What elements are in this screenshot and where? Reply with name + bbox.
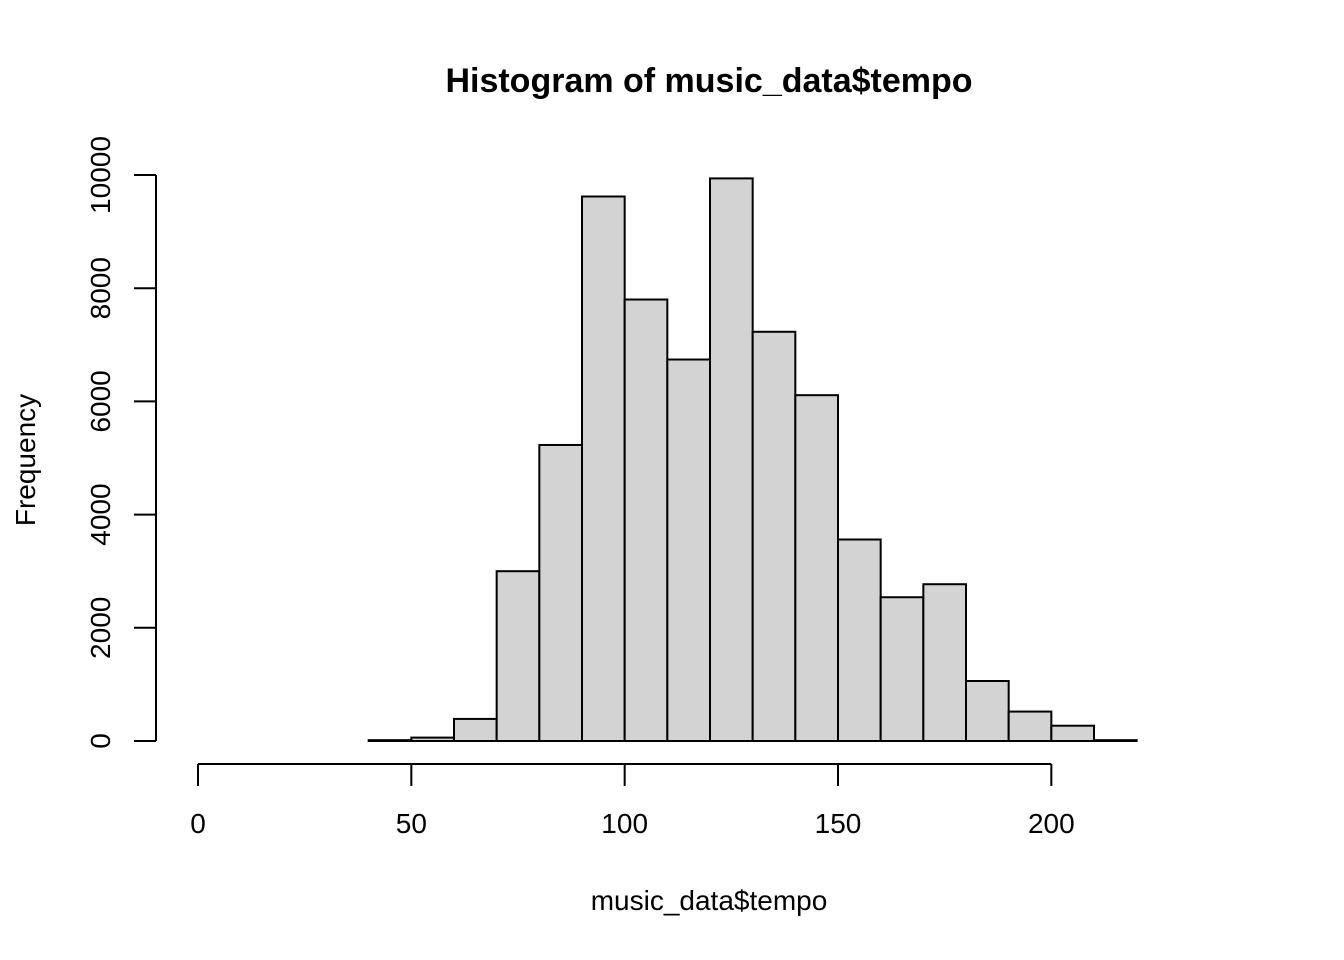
y-tick-label: 2000 bbox=[85, 597, 116, 659]
y-tick-label: 8000 bbox=[85, 257, 116, 319]
histogram-bar bbox=[410, 736, 456, 743]
x-tick-label: 100 bbox=[601, 808, 648, 839]
y-axis: 0 2000 4000 6000 8000 10000 bbox=[85, 136, 157, 749]
histogram-bar bbox=[751, 330, 797, 742]
x-tick-label: 150 bbox=[815, 808, 862, 839]
y-tick-label: 6000 bbox=[85, 370, 116, 432]
y-axis-label: Frequency bbox=[10, 394, 41, 526]
histogram-bar bbox=[538, 443, 583, 742]
histogram-bar bbox=[666, 358, 711, 742]
histogram-bar bbox=[453, 717, 498, 743]
histogram-bar bbox=[794, 394, 839, 742]
histogram-bar bbox=[623, 298, 669, 742]
histogram-bar bbox=[837, 538, 882, 743]
histogram-bar bbox=[709, 177, 754, 742]
x-axis: 0 50 100 150 200 bbox=[190, 763, 1075, 839]
bars bbox=[367, 177, 1138, 743]
histogram-bar bbox=[922, 583, 967, 743]
histogram-bar bbox=[1007, 710, 1053, 742]
chart-title: Histogram of music_data$tempo bbox=[445, 62, 972, 100]
histogram-bar bbox=[879, 596, 925, 743]
x-axis-label: music_data$tempo bbox=[591, 885, 828, 916]
y-tick-label: 10000 bbox=[85, 136, 116, 214]
histogram-bar bbox=[965, 680, 1010, 743]
histogram-bar bbox=[495, 570, 541, 743]
x-tick-label: 0 bbox=[190, 808, 206, 839]
x-tick-label: 200 bbox=[1028, 808, 1075, 839]
histogram-bar bbox=[367, 739, 413, 743]
y-tick-label: 4000 bbox=[85, 483, 116, 545]
histogram-bar bbox=[581, 195, 626, 742]
histogram-bar bbox=[1050, 724, 1096, 743]
x-tick-label: 50 bbox=[396, 808, 427, 839]
histogram-bar bbox=[1093, 739, 1138, 743]
y-tick-label: 0 bbox=[85, 733, 116, 749]
